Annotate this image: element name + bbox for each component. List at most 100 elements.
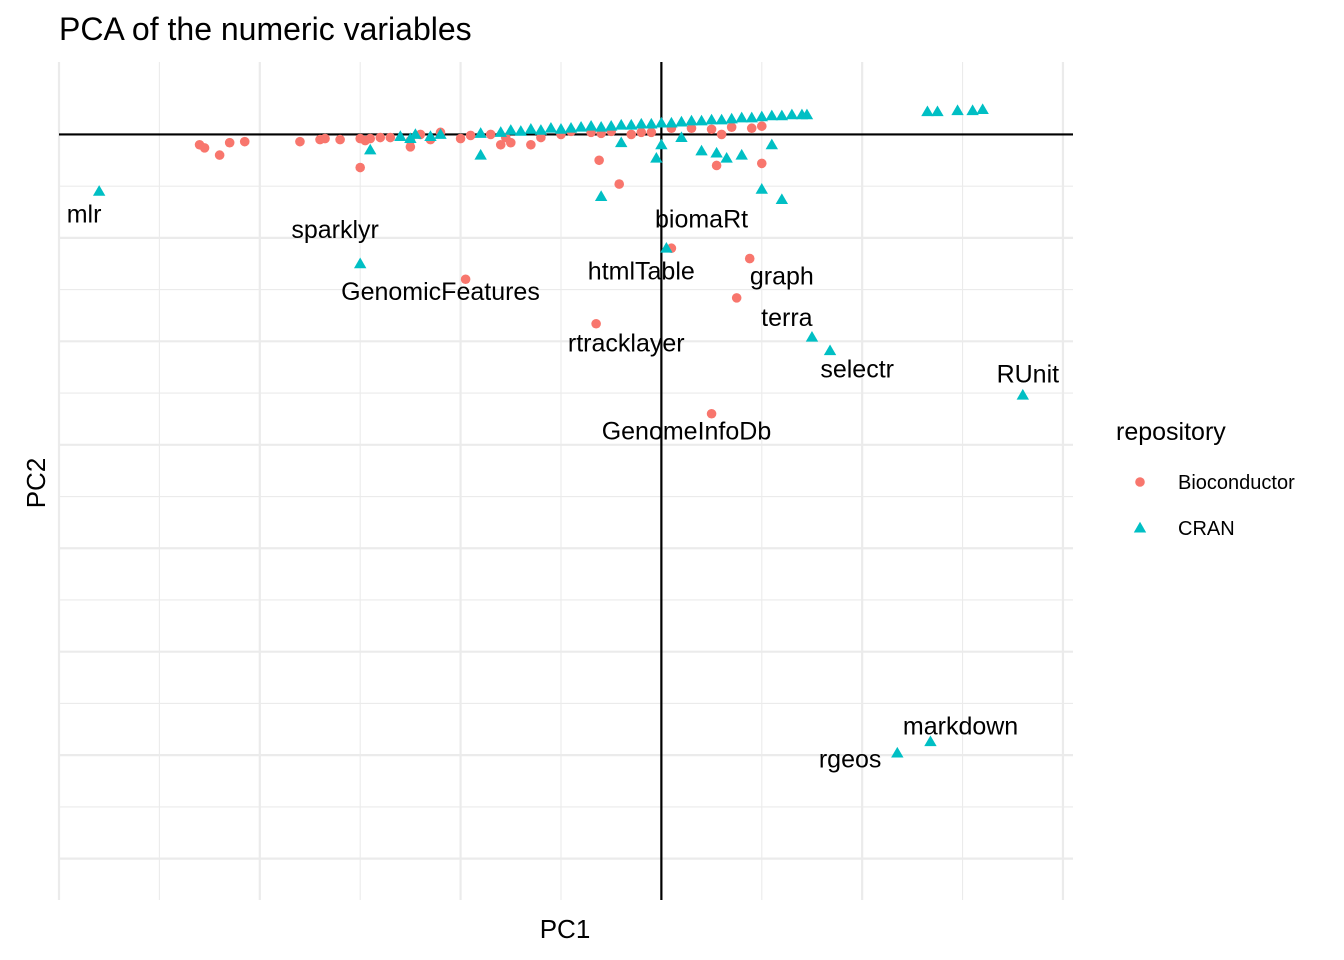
point-label: GenomeInfoDb bbox=[602, 418, 772, 446]
point-labels: mlr sparklyr GenomicFeatures biomaRt htmlTab… bbox=[67, 200, 1059, 773]
legend-key-cran bbox=[1133, 521, 1147, 533]
chart-title: PCA of the numeric variables bbox=[59, 11, 472, 47]
point-label: graph bbox=[750, 262, 814, 290]
legend-label: Bioconductor bbox=[1178, 472, 1295, 494]
legend: repository Bioconductor CRAN bbox=[1116, 418, 1295, 540]
cran-point bbox=[635, 117, 648, 129]
point-label: sparklyr bbox=[291, 216, 379, 244]
bioconductor-point bbox=[636, 127, 647, 138]
bioconductor-point bbox=[744, 253, 755, 264]
cran-point bbox=[921, 105, 934, 117]
bioconductor-point bbox=[465, 130, 476, 141]
cran-point bbox=[394, 130, 407, 141]
y-axis-title: PC2 bbox=[21, 458, 51, 509]
bioconductor-point bbox=[365, 133, 376, 144]
cran-point bbox=[976, 103, 989, 115]
cran-point bbox=[92, 185, 106, 196]
point-label: selectr bbox=[820, 356, 894, 384]
cran-point bbox=[655, 116, 668, 128]
bioconductor-point bbox=[199, 143, 210, 153]
cran-point bbox=[725, 112, 738, 124]
legend-label: CRAN bbox=[1178, 518, 1235, 540]
cran-point bbox=[594, 120, 608, 132]
cran-point bbox=[675, 115, 688, 127]
point-label: biomaRt bbox=[655, 206, 748, 234]
point-label: markdown bbox=[903, 712, 1018, 740]
cran-point bbox=[695, 144, 708, 156]
legend-title: repository bbox=[1116, 418, 1226, 446]
x-axis-title: PC1 bbox=[540, 914, 591, 944]
cran-point bbox=[615, 118, 628, 130]
bioconductor-point bbox=[614, 179, 625, 189]
bioconductor-point bbox=[706, 408, 717, 419]
bioconductor-point bbox=[536, 132, 546, 143]
cran-point bbox=[720, 152, 733, 163]
bioconductor-point bbox=[746, 123, 757, 134]
bioconductor-point bbox=[526, 139, 536, 150]
reference-lines bbox=[59, 62, 1073, 900]
cran-point bbox=[504, 124, 517, 135]
cran-point bbox=[424, 130, 437, 141]
bioconductor-point bbox=[455, 133, 466, 144]
cran-point bbox=[805, 330, 819, 342]
bioconductor-point bbox=[495, 139, 506, 150]
cran-point bbox=[574, 120, 588, 132]
cran-point bbox=[966, 104, 979, 116]
bioconductor-point bbox=[460, 274, 471, 285]
bioconductor-point bbox=[646, 127, 657, 138]
bioconductor-point bbox=[335, 134, 345, 145]
bioconductor-point bbox=[505, 137, 516, 148]
point-label: htmlTable bbox=[588, 257, 695, 285]
cran-point bbox=[735, 148, 748, 160]
cran-point bbox=[645, 117, 658, 129]
cran-point bbox=[775, 109, 789, 121]
bioconductor-point bbox=[214, 150, 225, 160]
cran-point bbox=[544, 122, 558, 133]
bioconductor-point bbox=[626, 129, 637, 140]
cran-point bbox=[755, 110, 768, 122]
bioconductor-point bbox=[320, 133, 330, 144]
bioconductor-point bbox=[726, 122, 737, 132]
cran-point bbox=[524, 123, 538, 134]
cran-point bbox=[615, 136, 628, 148]
bioconductor-point bbox=[716, 129, 727, 140]
cran-point bbox=[765, 109, 779, 121]
cran-point bbox=[655, 138, 668, 150]
point-label: mlr bbox=[67, 200, 102, 228]
cran-point bbox=[735, 111, 748, 123]
cran-point bbox=[364, 143, 377, 155]
bioconductor-point bbox=[711, 160, 722, 171]
cran-point bbox=[353, 257, 367, 269]
bioconductor-point bbox=[686, 123, 697, 134]
bioconductor-point bbox=[385, 132, 396, 143]
point-label: terra bbox=[761, 304, 813, 332]
bioconductor-point bbox=[375, 132, 386, 143]
cran-point bbox=[675, 131, 688, 142]
cran-point bbox=[755, 183, 768, 194]
cran-point bbox=[554, 123, 568, 134]
legend-key-bioconductor bbox=[1135, 477, 1145, 487]
cran-point bbox=[695, 114, 708, 126]
bioconductor-point bbox=[239, 136, 250, 147]
cran-point bbox=[715, 113, 728, 125]
cran-point bbox=[931, 105, 944, 117]
cran-point bbox=[710, 146, 723, 158]
cran-point bbox=[584, 119, 598, 131]
data-points bbox=[92, 103, 1030, 758]
cran-point bbox=[660, 242, 673, 253]
cran-point bbox=[604, 119, 618, 131]
cran-point bbox=[775, 193, 789, 205]
cran-point bbox=[823, 344, 837, 356]
point-label: RUnit bbox=[997, 361, 1060, 389]
cran-point bbox=[785, 108, 799, 120]
cran-point bbox=[534, 124, 548, 135]
bioconductor-point bbox=[405, 142, 416, 152]
cran-point bbox=[685, 114, 698, 126]
bioconductor-point bbox=[355, 162, 365, 173]
cran-point bbox=[474, 127, 487, 138]
cran-point bbox=[409, 128, 422, 139]
bioconductor-point bbox=[485, 129, 496, 140]
cran-point bbox=[924, 735, 937, 747]
cran-point bbox=[474, 148, 487, 160]
